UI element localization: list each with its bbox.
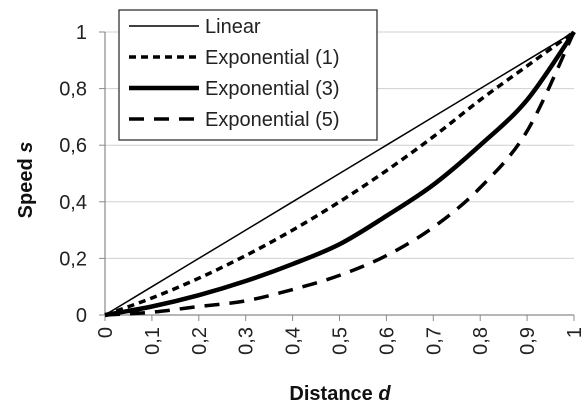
x-tick-label: 0,5	[330, 327, 352, 355]
y-tick-labels: 0 0,2 0,4 0,6 0,8 1	[59, 22, 87, 327]
series-line-1	[104, 31, 575, 316]
y-tick-label: 0,4	[59, 192, 87, 214]
x-tick-labels: 0 0,1 0,2 0,3 0,4 0,5 0,6 0,7 0,8 0,9 1	[95, 327, 584, 355]
series-lines	[104, 30, 576, 318]
legend-label: Exponential (1)	[205, 47, 340, 69]
series-line-3	[104, 30, 576, 318]
y-axis-title: Speed s	[15, 142, 37, 219]
y-tick-label: 0,8	[59, 79, 87, 101]
legend-label: Linear	[205, 16, 261, 38]
legend: Linear Exponential (1) Exponential (3) Expo…	[118, 9, 378, 141]
x-tick-label: 0,4	[283, 327, 305, 355]
y-tick-label: 0,6	[59, 135, 87, 157]
x-tick-label: 0	[95, 327, 117, 338]
series-line-4	[104, 31, 576, 317]
legend-label: Exponential (5)	[205, 109, 340, 131]
y-tick-label: 0	[76, 305, 87, 327]
x-tick-label: 0,9	[517, 327, 539, 355]
x-tick-label: 0,6	[376, 327, 398, 355]
x-tick-label: 1	[564, 327, 584, 338]
series-line-2	[104, 30, 576, 317]
y-tick-label: 0,2	[59, 248, 87, 270]
x-tick-label: 0,7	[423, 327, 445, 355]
x-tick-label: 0,8	[470, 327, 492, 355]
x-tick-label: 0,2	[189, 327, 211, 355]
y-tick-label: 1	[76, 22, 87, 44]
axes	[99, 31, 575, 321]
x-axis-title: Distance d	[289, 383, 391, 405]
legend-label: Exponential (3)	[205, 78, 340, 100]
x-tick-label: 0,1	[142, 327, 164, 355]
x-tick-label: 0,3	[236, 327, 258, 355]
